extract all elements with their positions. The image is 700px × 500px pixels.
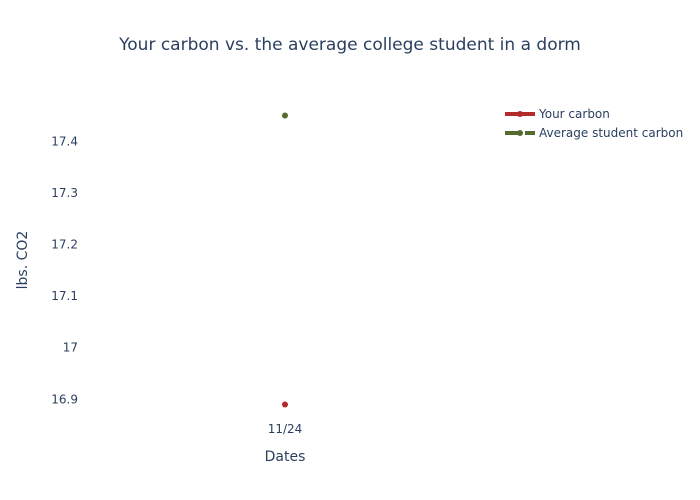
legend-label: Average student carbon <box>539 126 683 140</box>
chart-title: Your carbon vs. the average college stud… <box>118 35 581 55</box>
y-tick-label: 17.3 <box>51 186 78 200</box>
legend-label: Your carbon <box>538 107 610 121</box>
y-tick-label: 16.9 <box>51 392 78 406</box>
legend-marker <box>517 111 523 117</box>
data-point-your-carbon[interactable] <box>282 401 288 408</box>
x-tick-label: 11/24 <box>268 422 303 436</box>
legend-item-average-student-carbon[interactable]: Average student carbon <box>505 126 683 140</box>
data-point-average-student-carbon[interactable] <box>282 112 288 119</box>
x-axis-title: Dates <box>265 449 306 465</box>
legend-marker <box>517 130 523 136</box>
x-axis-ticks: 11/24 <box>268 422 303 436</box>
y-axis-title: lbs. CO2 <box>15 231 31 290</box>
data-points <box>282 112 288 408</box>
legend[interactable]: Your carbon Average student carbon <box>505 107 683 140</box>
y-tick-label: 17.1 <box>51 289 78 303</box>
y-axis-ticks: 16.9 17 17.1 17.2 17.3 17.4 <box>51 134 78 406</box>
y-tick-label: 17.2 <box>51 238 78 252</box>
y-tick-label: 17 <box>63 341 78 355</box>
legend-item-your-carbon[interactable]: Your carbon <box>505 107 610 121</box>
y-tick-label: 17.4 <box>51 134 78 148</box>
